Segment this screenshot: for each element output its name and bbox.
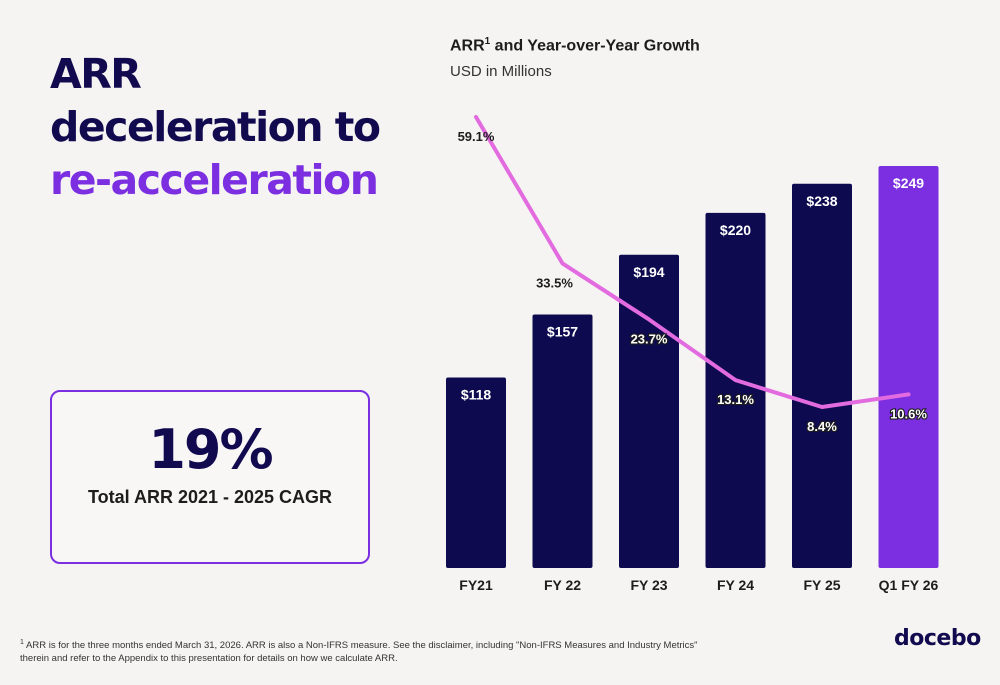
category-label-4: FY 25 <box>803 577 840 593</box>
chart-title-main: ARR <box>450 37 485 55</box>
category-label-1: FY 22 <box>544 577 581 593</box>
headline-line-1: ARR <box>50 50 142 98</box>
cagr-callout: 19% Total ARR 2021 - 2025 CAGR <box>50 390 370 564</box>
bar-value-label-0: $118 <box>461 386 492 402</box>
footnote: 1 ARR is for the three months ended Marc… <box>20 636 720 665</box>
chart-subtitle: USD in Millions <box>450 63 552 80</box>
bar-1 <box>532 314 593 568</box>
growth-value-label-2: 23.7% <box>631 331 668 346</box>
chart-title-rest: and Year-over-Year Growth <box>490 37 700 55</box>
category-label-0: FY21 <box>459 577 493 593</box>
bar-value-label-5: $249 <box>893 175 924 191</box>
growth-line <box>474 115 911 409</box>
bar-value-label-3: $220 <box>720 222 751 238</box>
bar-5 <box>878 166 939 568</box>
category-label-3: FY 24 <box>717 577 754 593</box>
docebo-logo: docebo <box>894 626 981 651</box>
chart-title: ARR1 and Year-over-Year Growth <box>450 36 700 55</box>
bar-4 <box>792 183 852 568</box>
bar-3 <box>705 212 766 568</box>
bar-value-label-4: $238 <box>806 193 837 209</box>
category-label-2: FY 23 <box>630 577 667 593</box>
footnote-marker: 1 <box>20 639 24 646</box>
page-headline: ARR deceleration to re-acceleration <box>50 48 381 207</box>
bar-0 <box>446 377 506 568</box>
headline-line-3: re-acceleration <box>50 156 379 204</box>
cagr-label: Total ARR 2021 - 2025 CAGR <box>87 487 333 507</box>
footnote-text: ARR is for the three months ended March … <box>20 640 698 665</box>
growth-value-label-0: 59.1% <box>458 129 495 144</box>
bar-value-label-1: $157 <box>547 324 578 340</box>
category-label-5: Q1 FY 26 <box>879 577 939 593</box>
growth-value-label-4: 8.4% <box>807 419 837 434</box>
headline-line-2: deceleration to <box>50 103 381 151</box>
bar-2 <box>619 254 679 569</box>
growth-value-label-3: 13.1% <box>717 392 754 407</box>
bar-value-label-2: $194 <box>633 264 664 280</box>
chart-title-superscript: 1 <box>484 36 491 47</box>
growth-value-label-5: 10.6% <box>890 406 927 421</box>
cagr-value: 19% <box>148 418 273 481</box>
growth-value-label-1: 33.5% <box>536 275 573 290</box>
